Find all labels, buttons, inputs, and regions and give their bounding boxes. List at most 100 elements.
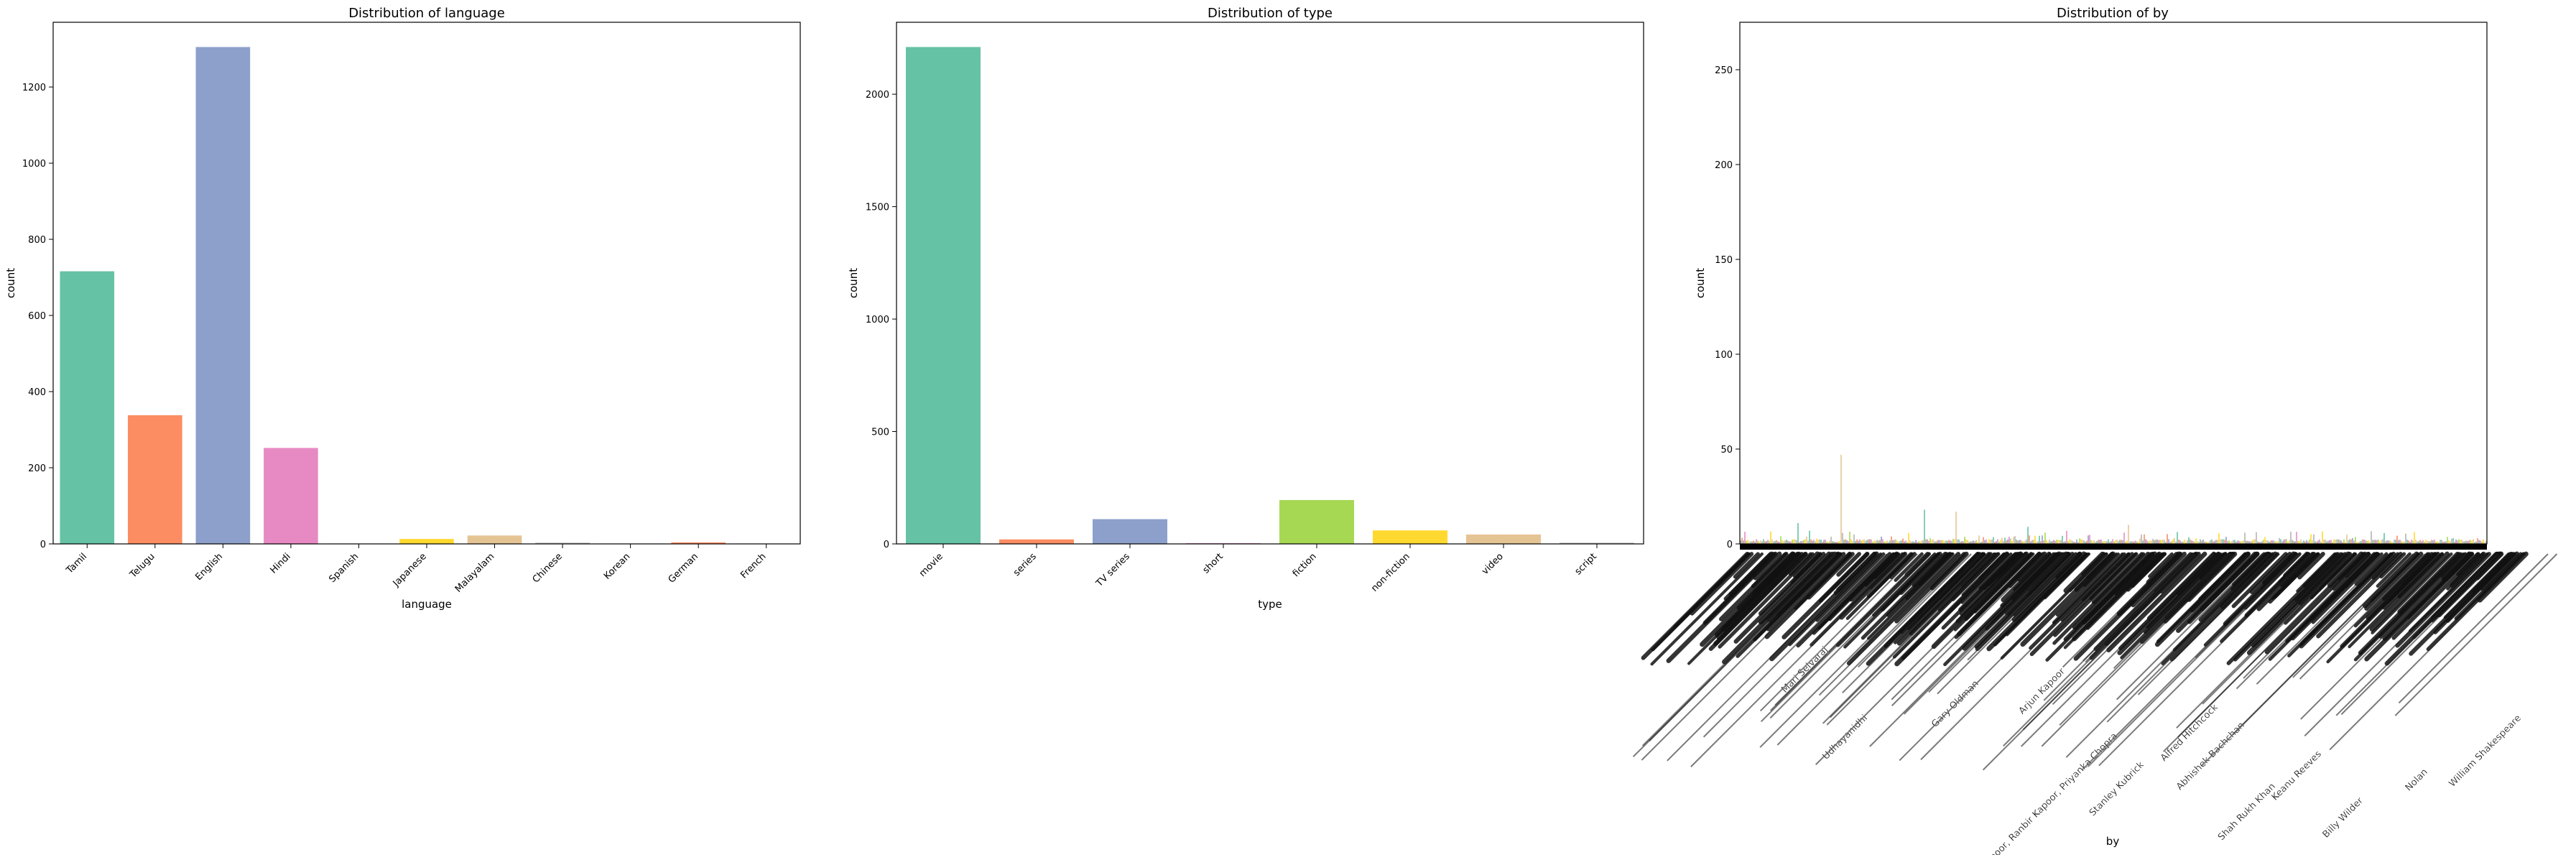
overlapping-ticklabel bbox=[2013, 552, 2052, 591]
bar bbox=[1830, 537, 1832, 544]
bar bbox=[1774, 540, 1776, 544]
bar bbox=[1748, 542, 1750, 544]
bar bbox=[1951, 540, 1952, 544]
overlapping-ticklabel bbox=[1836, 552, 1861, 577]
xtick-label: Billy Wilder bbox=[2321, 795, 2366, 841]
bar bbox=[128, 415, 182, 544]
bar bbox=[2336, 539, 2338, 544]
bar bbox=[1560, 542, 1634, 544]
overlapping-ticklabel bbox=[2065, 553, 2271, 758]
bar bbox=[2333, 539, 2335, 544]
overlapping-ticklabel bbox=[1869, 553, 2063, 747]
bar bbox=[2171, 541, 2172, 544]
bar bbox=[1784, 540, 1786, 544]
overlapping-ticklabel bbox=[2232, 553, 2414, 735]
bar bbox=[2116, 540, 2118, 544]
bar bbox=[1776, 540, 1777, 544]
bar bbox=[2372, 540, 2373, 544]
overlapping-ticklabel bbox=[1708, 552, 1808, 652]
xtick-label: non-fiction bbox=[1369, 551, 1412, 594]
bar bbox=[1974, 541, 1975, 544]
overlapping-ticklabel bbox=[2163, 551, 2236, 624]
bar bbox=[1741, 537, 1743, 544]
bar bbox=[2099, 540, 2100, 544]
bar bbox=[1984, 540, 1986, 544]
bar bbox=[2287, 541, 2289, 544]
bar bbox=[2376, 540, 2378, 544]
bar bbox=[2220, 539, 2221, 544]
bar bbox=[2450, 541, 2451, 544]
overlapping-ticklabel bbox=[2340, 553, 2503, 716]
bar bbox=[2427, 540, 2428, 544]
bar bbox=[2473, 539, 2474, 544]
bar bbox=[2485, 540, 2487, 544]
overlapping-ticklabel bbox=[1817, 552, 1895, 630]
overlapping-ticklabel bbox=[2116, 551, 2182, 616]
bar bbox=[2402, 541, 2404, 544]
bar bbox=[2256, 532, 2257, 544]
bar bbox=[2452, 538, 2454, 544]
ytick-label: 1000 bbox=[22, 159, 46, 170]
bar bbox=[2159, 540, 2161, 544]
overlapping-ticklabel bbox=[1815, 552, 1886, 622]
bar bbox=[2386, 540, 2388, 544]
ytick-label: 800 bbox=[28, 235, 46, 246]
overlapping-ticklabel bbox=[1928, 553, 2067, 693]
overlapping-ticklabel bbox=[2364, 551, 2424, 611]
bar bbox=[2368, 540, 2369, 544]
overlapping-ticklabel bbox=[1751, 552, 1787, 588]
bar bbox=[2404, 541, 2405, 544]
bar bbox=[1895, 539, 1896, 544]
overlapping-ticklabel bbox=[2173, 553, 2280, 661]
bar bbox=[2276, 541, 2277, 544]
bar bbox=[2395, 540, 2396, 544]
bar bbox=[1777, 541, 1779, 544]
bar bbox=[2149, 540, 2151, 544]
overlapping-ticklabel bbox=[2055, 552, 2120, 616]
bar bbox=[2190, 539, 2191, 544]
bar bbox=[2338, 539, 2339, 544]
xtick-label: English bbox=[193, 551, 225, 583]
ytick-label: 200 bbox=[1715, 160, 1733, 171]
overlapping-ticklabel bbox=[2087, 553, 2302, 767]
overlapping-ticklabel bbox=[1866, 551, 1980, 666]
bar bbox=[1763, 539, 1764, 544]
bar bbox=[1799, 542, 1800, 544]
bar bbox=[2408, 540, 2409, 544]
bar bbox=[1981, 541, 1983, 544]
overlapping-ticklabel bbox=[2202, 553, 2353, 705]
xtick-label: Japanese bbox=[391, 551, 429, 589]
bar bbox=[2392, 542, 2394, 544]
bar bbox=[2013, 537, 2014, 544]
xtick-label: Nolan bbox=[2404, 767, 2430, 793]
overlapping-ticklabel bbox=[2488, 552, 2526, 591]
bar bbox=[2480, 540, 2481, 544]
bar bbox=[2053, 540, 2054, 544]
bar bbox=[2131, 541, 2132, 544]
ytick-label: 1200 bbox=[22, 83, 46, 93]
bar bbox=[2398, 540, 2399, 544]
bar bbox=[1975, 540, 1977, 544]
chart-type-title: Distribution of type bbox=[1208, 6, 1333, 21]
overlapping-ticklabel bbox=[2236, 553, 2372, 690]
bar bbox=[2461, 540, 2463, 544]
bar bbox=[2201, 540, 2202, 544]
overlapping-ticklabel bbox=[1909, 552, 1993, 636]
overlapping-ticklabel bbox=[1982, 553, 2200, 771]
bar bbox=[2254, 539, 2256, 544]
overlapping-ticklabel bbox=[2043, 553, 2191, 701]
bar bbox=[1922, 540, 1924, 544]
overlapping-ticklabel bbox=[1822, 553, 1993, 724]
xtick-label: Shah Rukh Khan bbox=[2216, 781, 2278, 843]
bar bbox=[1934, 540, 1935, 544]
bar bbox=[2092, 541, 2093, 544]
bar bbox=[671, 542, 726, 544]
bar bbox=[2067, 541, 2069, 544]
bar bbox=[2141, 534, 2142, 544]
ytick-label: 50 bbox=[1720, 445, 1733, 456]
bar bbox=[1906, 542, 1908, 544]
bar bbox=[1898, 541, 1899, 544]
bar bbox=[2221, 539, 2223, 544]
overlapping-ticklabel bbox=[2480, 551, 2520, 591]
bar bbox=[2289, 540, 2290, 544]
